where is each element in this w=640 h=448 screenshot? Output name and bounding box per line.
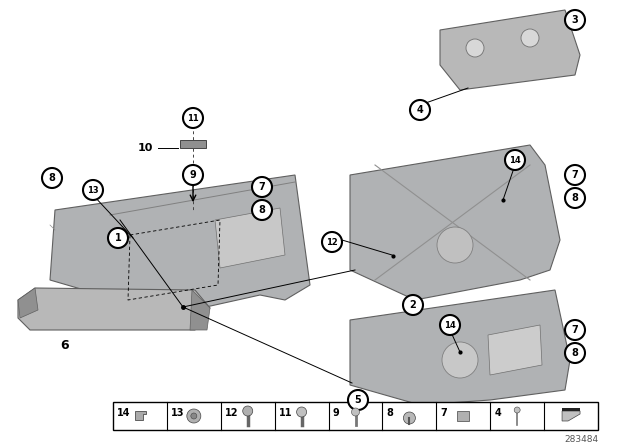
Text: 14: 14 bbox=[117, 408, 131, 418]
Circle shape bbox=[348, 390, 368, 410]
Text: 4: 4 bbox=[494, 408, 501, 418]
Text: 8: 8 bbox=[259, 205, 266, 215]
Polygon shape bbox=[440, 10, 580, 90]
Text: 9: 9 bbox=[189, 170, 196, 180]
Circle shape bbox=[565, 10, 585, 30]
Text: 12: 12 bbox=[326, 237, 338, 246]
Circle shape bbox=[191, 413, 197, 419]
Text: 14: 14 bbox=[509, 155, 521, 164]
Text: 1: 1 bbox=[115, 233, 122, 243]
Polygon shape bbox=[135, 411, 146, 420]
Circle shape bbox=[466, 39, 484, 57]
Text: 283484: 283484 bbox=[564, 435, 598, 444]
Text: 7: 7 bbox=[259, 182, 266, 192]
Polygon shape bbox=[50, 175, 310, 315]
Circle shape bbox=[565, 188, 585, 208]
Circle shape bbox=[410, 100, 430, 120]
Polygon shape bbox=[488, 325, 542, 375]
Circle shape bbox=[505, 150, 525, 170]
Polygon shape bbox=[215, 208, 285, 268]
Text: 6: 6 bbox=[61, 339, 69, 352]
Circle shape bbox=[252, 200, 272, 220]
Bar bbox=[180, 140, 206, 148]
Circle shape bbox=[42, 168, 62, 188]
Circle shape bbox=[442, 342, 478, 378]
Circle shape bbox=[296, 407, 307, 417]
Bar bbox=[457, 411, 469, 421]
Text: 8: 8 bbox=[387, 408, 394, 418]
Circle shape bbox=[187, 409, 201, 423]
Text: 11: 11 bbox=[278, 408, 292, 418]
Circle shape bbox=[403, 295, 423, 315]
Circle shape bbox=[183, 165, 203, 185]
Text: 3: 3 bbox=[572, 15, 579, 25]
Circle shape bbox=[440, 315, 460, 335]
Text: 13: 13 bbox=[171, 408, 184, 418]
Circle shape bbox=[437, 227, 473, 263]
Polygon shape bbox=[190, 290, 210, 330]
Polygon shape bbox=[18, 288, 210, 330]
Text: 8: 8 bbox=[49, 173, 56, 183]
Text: 14: 14 bbox=[444, 320, 456, 329]
Text: 7: 7 bbox=[572, 170, 579, 180]
Text: 12: 12 bbox=[225, 408, 238, 418]
Circle shape bbox=[514, 407, 520, 413]
Text: 8: 8 bbox=[572, 348, 579, 358]
Bar bbox=[562, 408, 580, 411]
Circle shape bbox=[403, 412, 415, 424]
Text: 7: 7 bbox=[440, 408, 447, 418]
Circle shape bbox=[183, 108, 203, 128]
Circle shape bbox=[565, 343, 585, 363]
Polygon shape bbox=[350, 290, 570, 405]
Circle shape bbox=[322, 232, 342, 252]
Circle shape bbox=[252, 177, 272, 197]
Text: 10: 10 bbox=[138, 143, 153, 153]
Circle shape bbox=[243, 406, 253, 416]
Text: 8: 8 bbox=[572, 193, 579, 203]
Circle shape bbox=[565, 320, 585, 340]
Text: 9: 9 bbox=[333, 408, 339, 418]
Text: 11: 11 bbox=[187, 113, 199, 122]
Text: 5: 5 bbox=[355, 395, 362, 405]
Circle shape bbox=[521, 29, 539, 47]
Text: 13: 13 bbox=[87, 185, 99, 194]
Circle shape bbox=[565, 165, 585, 185]
Text: 2: 2 bbox=[410, 300, 417, 310]
Bar bbox=[113, 402, 598, 430]
Polygon shape bbox=[350, 145, 560, 300]
Circle shape bbox=[351, 408, 360, 416]
Polygon shape bbox=[18, 288, 38, 318]
Circle shape bbox=[83, 180, 103, 200]
Text: 7: 7 bbox=[572, 325, 579, 335]
Text: 4: 4 bbox=[417, 105, 424, 115]
Polygon shape bbox=[562, 411, 580, 421]
Circle shape bbox=[108, 228, 128, 248]
